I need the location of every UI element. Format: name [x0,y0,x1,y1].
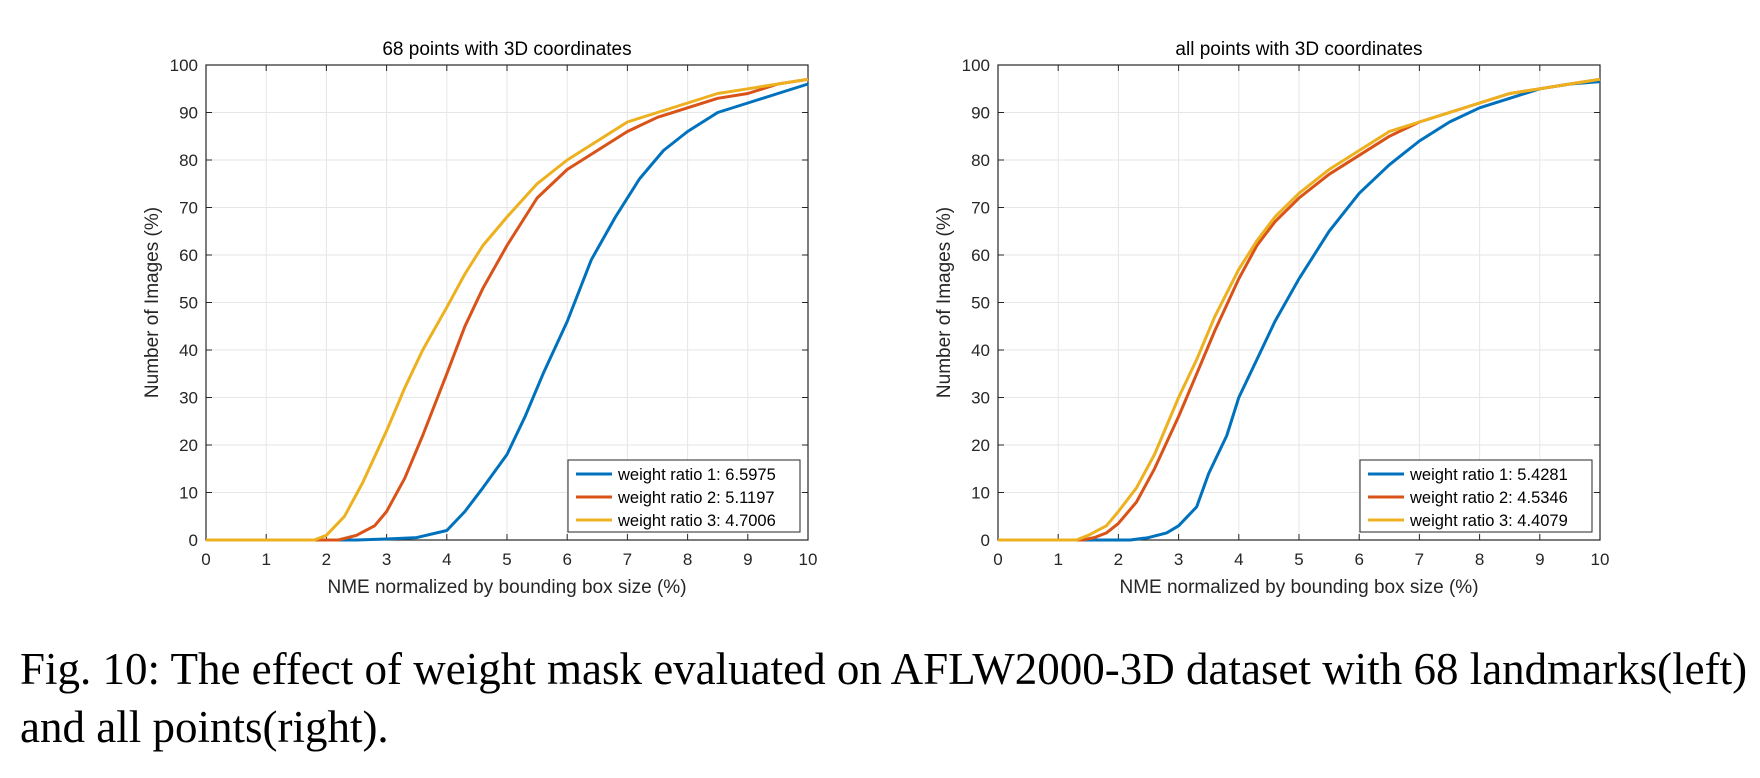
series-line-3 [998,77,1601,542]
y-tick-label: 90 [971,104,990,123]
y-tick-label: 100 [170,56,198,75]
y-axis-label: Number of Images (%) [934,207,955,398]
y-tick-label: 0 [189,531,198,550]
legend: weight ratio 1: 5.4281 weight ratio 2: 4.… [1359,459,1593,533]
x-tick-label: 4 [442,550,451,569]
y-tick-label: 20 [179,436,198,455]
y-tick-label: 0 [981,531,990,550]
series-line-1 [998,80,1601,542]
x-tick-label: 2 [1114,550,1123,569]
x-tick-label: 5 [1294,550,1303,569]
x-tick-label: 8 [1475,550,1484,569]
legend-entry-2: weight ratio 2: 5.1197 [617,489,775,507]
figure-caption: Fig. 10: The effect of weight mask evalu… [20,644,1748,752]
y-tick-label: 70 [179,199,198,218]
y-tick-label: 20 [971,436,990,455]
x-axis-label: NME normalized by bounding box size (%) [327,577,686,598]
chart-title: all points with 3D coordinates [1175,39,1422,60]
y-tick-label: 50 [179,294,198,313]
y-tick-label: 40 [971,341,990,360]
x-tick-label: 0 [993,550,1002,569]
series-line-1 [206,82,809,542]
x-tick-label: 10 [1591,550,1610,569]
y-tick-label: 90 [179,104,198,123]
legend-entry-1: weight ratio 1: 6.5975 [617,466,776,484]
y-tick-label: 60 [179,246,198,265]
x-tick-label: 1 [1053,550,1062,569]
x-tick-label: 1 [261,550,270,569]
y-tick-label: 80 [179,151,198,170]
y-tick-label: 80 [971,151,990,170]
y-tick-label: 30 [971,389,990,408]
x-tick-label: 9 [743,550,752,569]
legend: weight ratio 1: 6.5975 weight ratio 2: 5.… [567,459,801,533]
legend-entry-3: weight ratio 3: 4.7006 [617,512,776,530]
x-tick-label: 4 [1234,550,1243,569]
x-axis-label: NME normalized by bounding box size (%) [1119,577,1478,598]
x-tick-label: 2 [322,550,331,569]
x-tick-label: 8 [683,550,692,569]
y-tick-label: 10 [179,484,198,503]
x-tick-label: 6 [1354,550,1363,569]
legend-entry-2: weight ratio 2: 4.5346 [1409,489,1568,507]
y-tick-label: 40 [179,341,198,360]
x-tick-label: 9 [1535,550,1544,569]
x-tick-label: 10 [799,550,818,569]
series-line-2 [206,77,809,542]
y-tick-label: 100 [962,56,990,75]
x-tick-label: 7 [623,550,632,569]
y-tick-label: 30 [179,389,198,408]
y-tick-label: 10 [971,484,990,503]
chart-title: 68 points with 3D coordinates [382,39,631,60]
x-tick-label: 5 [502,550,511,569]
x-tick-label: 3 [382,550,391,569]
y-axis-label: Number of Images (%) [142,207,163,398]
y-tick-label: 50 [971,294,990,313]
x-tick-label: 6 [562,550,571,569]
legend-entry-1: weight ratio 1: 5.4281 [1409,466,1568,484]
x-tick-label: 3 [1174,550,1183,569]
x-tick-label: 0 [201,550,210,569]
y-tick-label: 60 [971,246,990,265]
x-tick-label: 7 [1415,550,1424,569]
y-tick-label: 70 [971,199,990,218]
legend-entry-3: weight ratio 3: 4.4079 [1409,512,1568,530]
series-line-3 [206,77,809,542]
